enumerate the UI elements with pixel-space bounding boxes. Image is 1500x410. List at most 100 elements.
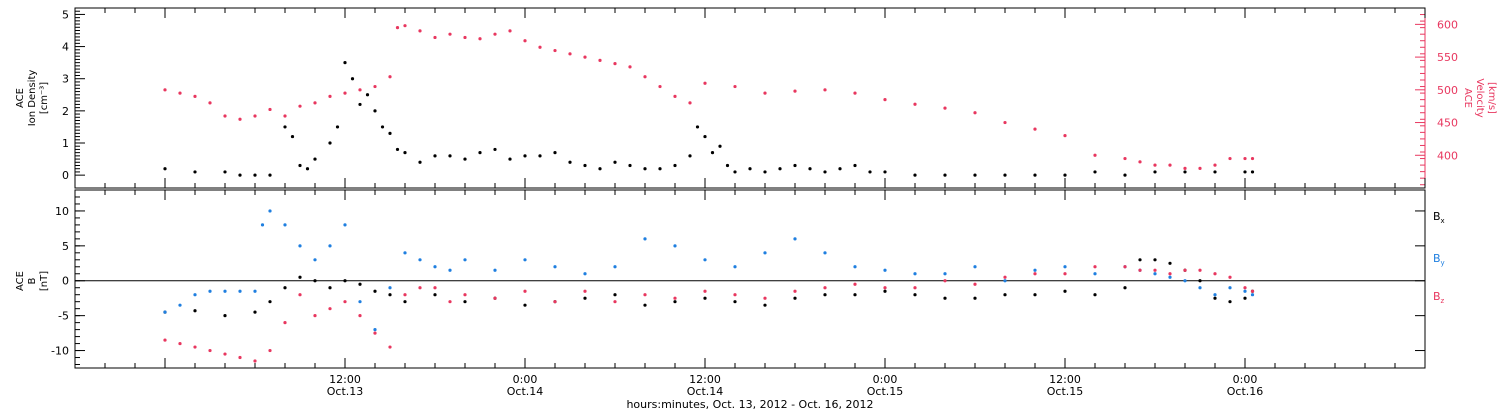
x-tick-time: 12:00 xyxy=(1049,373,1081,386)
density-point xyxy=(808,167,812,171)
bz-point xyxy=(1123,265,1127,269)
bx-point xyxy=(298,275,302,279)
by-point xyxy=(403,251,407,255)
by-point xyxy=(763,251,767,255)
density-point xyxy=(838,167,842,171)
density-point xyxy=(673,163,677,168)
density-point xyxy=(718,144,722,148)
by-point xyxy=(178,303,182,307)
velocity-point xyxy=(538,45,542,49)
by-point xyxy=(973,265,977,269)
density-point xyxy=(628,163,632,168)
bz-point xyxy=(343,300,347,304)
bx-point xyxy=(613,293,617,297)
bz-point xyxy=(238,355,242,360)
bz-point xyxy=(1063,272,1067,276)
density-point xyxy=(163,167,167,171)
density-point xyxy=(688,154,692,158)
density-point xyxy=(493,147,497,152)
density-point xyxy=(283,125,287,129)
field-tick-label: 5 xyxy=(62,240,69,253)
density-tick-label: 2 xyxy=(62,105,69,118)
density-ylabel-line2: Ion Density xyxy=(27,70,38,127)
x-tick-time: 0:00 xyxy=(1233,373,1258,386)
x-tick-date: Oct.13 xyxy=(327,385,364,398)
density-point xyxy=(313,157,317,161)
density-point xyxy=(380,125,385,129)
density-tick-label: 3 xyxy=(62,73,69,86)
bx-point xyxy=(328,286,332,290)
bx-point xyxy=(1168,261,1172,265)
by-point xyxy=(613,265,617,269)
bz-point xyxy=(1138,268,1142,272)
velocity-point xyxy=(733,84,737,89)
bz-point xyxy=(913,286,917,290)
density-point xyxy=(365,93,370,97)
velocity-point xyxy=(298,104,302,108)
by-point xyxy=(1168,275,1172,279)
density-tick-label: 4 xyxy=(62,41,69,54)
density-point xyxy=(238,173,242,177)
velocity-point xyxy=(943,106,947,110)
bz-point xyxy=(418,286,422,290)
field-tick-label: -5 xyxy=(58,310,69,323)
bz-point xyxy=(1183,268,1187,272)
legend-bx: Bx xyxy=(1433,210,1445,225)
bx-point xyxy=(523,303,527,307)
velocity-point xyxy=(1250,156,1255,161)
density-point xyxy=(763,170,767,174)
by-point xyxy=(163,310,167,314)
velocity-point xyxy=(193,94,197,98)
bz-point xyxy=(943,279,947,283)
density-point xyxy=(373,109,377,113)
density-point xyxy=(913,173,917,177)
velocity-point xyxy=(223,114,227,118)
density-ylabel-line3: [cm⁻³] xyxy=(39,82,50,114)
by-point xyxy=(433,265,437,269)
bx-point xyxy=(703,296,707,300)
velocity-point xyxy=(628,65,632,69)
velocity-point xyxy=(418,29,422,33)
density-point xyxy=(613,160,617,164)
by-point xyxy=(793,237,797,241)
bx-point xyxy=(733,300,737,304)
velocity-point xyxy=(688,101,692,105)
by-point xyxy=(583,272,587,276)
field-tick-label: -10 xyxy=(51,345,69,358)
bz-point xyxy=(703,289,707,293)
bz-point xyxy=(193,345,197,349)
velocity-tick-label: 500 xyxy=(1437,84,1458,97)
x-tick-date: Oct.15 xyxy=(867,385,904,398)
density-point xyxy=(298,163,302,168)
density-point xyxy=(823,170,827,174)
by-point xyxy=(1183,279,1187,283)
by-point xyxy=(1198,286,1202,290)
density-point xyxy=(733,170,737,174)
x-tick-date: Oct.16 xyxy=(1227,385,1264,398)
density-point xyxy=(463,157,467,161)
velocity-point xyxy=(883,98,887,102)
bx-point xyxy=(1138,258,1142,262)
bx-point xyxy=(253,310,257,314)
by-point xyxy=(238,289,242,293)
bz-point xyxy=(373,331,377,335)
bz-point xyxy=(268,348,272,353)
density-point xyxy=(1003,173,1007,177)
by-point xyxy=(313,258,317,262)
bx-point xyxy=(673,300,677,304)
by-point xyxy=(328,244,332,248)
velocity-point xyxy=(823,88,827,92)
by-point xyxy=(448,268,452,272)
bz-point xyxy=(853,282,857,286)
bx-point xyxy=(853,293,857,297)
velocity-point xyxy=(1003,120,1007,125)
bx-point xyxy=(793,296,797,300)
by-point xyxy=(943,272,947,276)
bx-point xyxy=(403,300,407,304)
bz-point xyxy=(643,293,647,297)
velocity-point xyxy=(178,91,182,95)
field-points xyxy=(163,209,1255,363)
by-point xyxy=(268,209,272,213)
velocity-point xyxy=(973,111,977,115)
bx-point xyxy=(193,309,197,313)
